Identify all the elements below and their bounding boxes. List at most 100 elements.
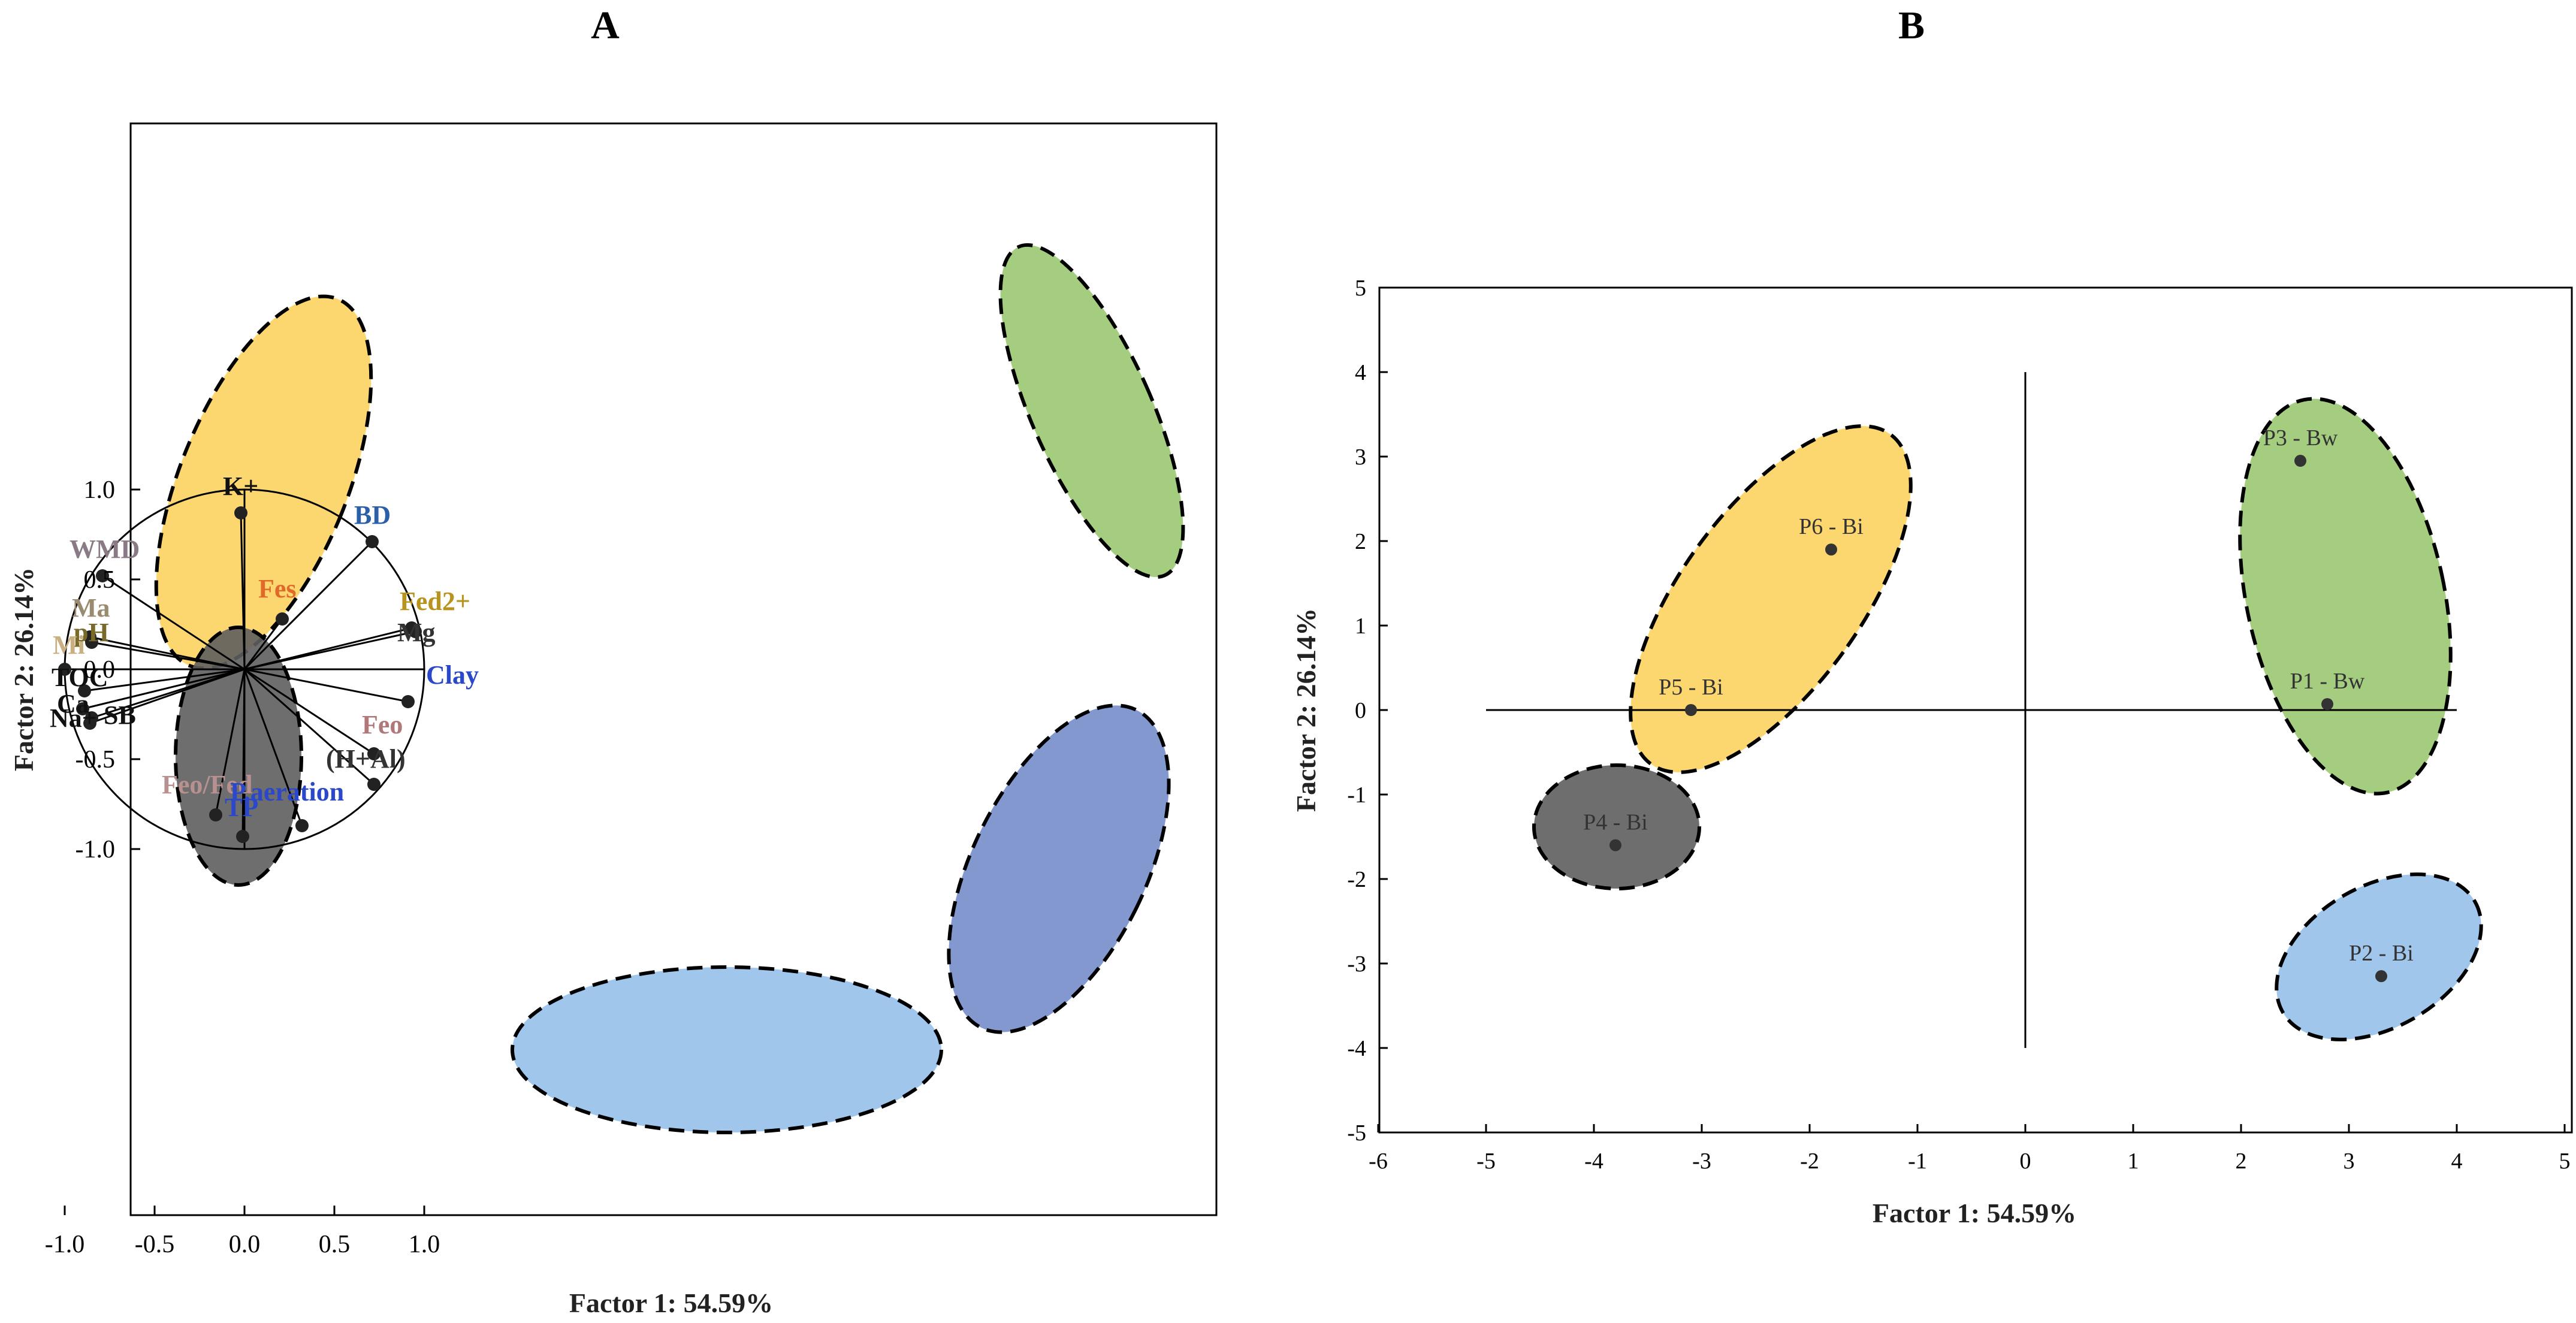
vector-k — [240, 512, 246, 670]
variable-point-feo-fed — [209, 808, 222, 821]
observation-label-p2-bi: P2 - Bi — [2349, 941, 2414, 966]
variable-label-clay: Clay — [426, 660, 479, 690]
x-tick-label: -4 — [1584, 1149, 1603, 1174]
vector-h-al — [244, 668, 375, 786]
y-tick-label: 5 — [1355, 276, 1366, 301]
vector-bd — [243, 540, 373, 670]
vector-toc — [84, 668, 245, 692]
x-tick-label: -0.5 — [135, 1231, 175, 1258]
variable-label-ca: Ca — [57, 689, 89, 718]
variable-point-toc — [78, 684, 91, 697]
panel-label-b: B — [1898, 4, 1925, 47]
chart-b-x-axis-title: Factor 1: 54.59% — [1873, 1198, 2076, 1228]
vector-ca — [89, 668, 245, 724]
observation-point-p6-bi — [1825, 543, 1837, 556]
variable-label-na: Na+ — [50, 703, 97, 733]
x-tick-label: -5 — [1476, 1149, 1496, 1174]
variable-label-p-aeration: P.aeration — [230, 777, 344, 807]
vector-tp — [241, 669, 246, 837]
vector-wmd — [102, 575, 245, 670]
vector-clay — [244, 668, 409, 703]
panel-label-a: A — [591, 4, 620, 47]
variable-point-clay — [401, 695, 415, 708]
chart-b: P3 - Bw P6 - Bi P5 - Bi P1 - Bw P4 - Bi P2 - … — [1291, 276, 2573, 1228]
y-tick-label: -3 — [1347, 952, 1366, 977]
group-ellipse-green — [998, 243, 1185, 579]
x-tick-label: 0.5 — [319, 1231, 351, 1258]
y-tick-label: -4 — [1347, 1036, 1366, 1061]
y-tick-label: -2 — [1347, 867, 1366, 892]
x-tick-label: 0.0 — [229, 1231, 261, 1258]
y-tick-label: 0.5 — [84, 566, 116, 594]
x-tick-label: -1.0 — [45, 1231, 85, 1258]
observation-point-p4-bi — [1609, 839, 1621, 851]
x-tick-label: 3 — [2344, 1149, 2355, 1174]
x-tick-label: -1 — [1908, 1149, 1927, 1174]
variable-label-toc: TOC — [52, 663, 108, 692]
x-tick-label: -2 — [1800, 1149, 1819, 1174]
vector-na — [82, 668, 245, 710]
variable-label-ph: pH — [74, 618, 109, 647]
variable-point-ca — [83, 717, 96, 730]
observation-label-p4-bi: P4 - Bi — [1583, 810, 1648, 835]
variable-label-mi: Mi — [53, 630, 85, 660]
vector-mg — [244, 630, 416, 670]
y-tick-label: -0.5 — [76, 746, 116, 774]
observation-label-p5-bi: P5 - Bi — [1659, 675, 1723, 700]
x-tick-label: 4 — [2451, 1149, 2463, 1174]
y-tick-label: 0 — [1355, 698, 1366, 723]
y-tick-label: -1 — [1347, 783, 1366, 808]
group-ellipse-yellow — [1629, 424, 1913, 774]
variable-point-fes — [276, 612, 289, 626]
y-tick-label: -1.0 — [76, 836, 116, 863]
x-tick-label: -3 — [1692, 1149, 1711, 1174]
group-ellipse-lightblue — [511, 965, 943, 1134]
chart-a-group-ellipses — [154, 243, 1185, 1134]
y-tick-label: 0.0 — [84, 656, 116, 684]
observation-point-p2-bi — [2375, 970, 2387, 983]
variable-label-sb: SB — [104, 700, 136, 730]
variable-point-k — [234, 506, 247, 519]
variable-point-mg — [409, 625, 422, 638]
variable-label-feo: Feo — [362, 710, 403, 739]
group-ellipse-grey — [1532, 763, 1701, 890]
group-ellipse-yellow — [154, 294, 373, 670]
variable-label-tp: TP — [225, 793, 258, 822]
variable-point-ph — [85, 636, 98, 649]
observation-point-p5-bi — [1685, 704, 1697, 716]
variable-point-tp — [236, 830, 249, 843]
variable-label-mg: Mg — [397, 618, 436, 647]
variable-point-mi — [58, 663, 71, 676]
variable-label-fes: Fes — [258, 574, 297, 603]
group-ellipse-blue — [947, 703, 1171, 1034]
x-tick-label: -6 — [1369, 1149, 1388, 1174]
x-tick-label: 0 — [2020, 1149, 2031, 1174]
group-ellipse-lightblue — [2275, 872, 2483, 1041]
variable-label-feo-fed: Feo/Fed — [162, 770, 253, 799]
observation-point-p1-bw — [2321, 698, 2333, 711]
y-tick-label: 3 — [1355, 445, 1366, 470]
variable-label-fed2: Fed2+ — [400, 587, 470, 616]
group-ellipse-green — [2238, 397, 2453, 796]
vector-ph — [91, 641, 245, 670]
variable-point-bd — [366, 535, 379, 548]
x-tick-label: 5 — [2559, 1149, 2571, 1174]
chart-a-x-axis-title: Factor 1: 54.59% — [569, 1288, 773, 1318]
variable-label-ma: Ma — [72, 593, 110, 623]
vector-p-aeration — [243, 669, 303, 826]
variable-point-na — [76, 702, 89, 715]
vector-feo-fed — [215, 669, 246, 815]
vector-feo — [244, 668, 375, 755]
y-tick-label: 1.0 — [84, 476, 116, 504]
variable-point-wmd — [96, 569, 109, 582]
y-tick-label: 1 — [1355, 614, 1366, 639]
chart-b-y-axis-title: Factor 2: 26.14% — [1291, 608, 1321, 812]
variable-label-bd: BD — [354, 500, 391, 530]
observation-label-p3-bw: P3 - Bw — [2263, 425, 2338, 451]
variable-point-p-aeration — [295, 819, 309, 832]
y-tick-label: 2 — [1355, 529, 1366, 554]
observation-point-p3-bw — [2294, 455, 2306, 467]
x-tick-label: 2 — [2236, 1149, 2247, 1174]
